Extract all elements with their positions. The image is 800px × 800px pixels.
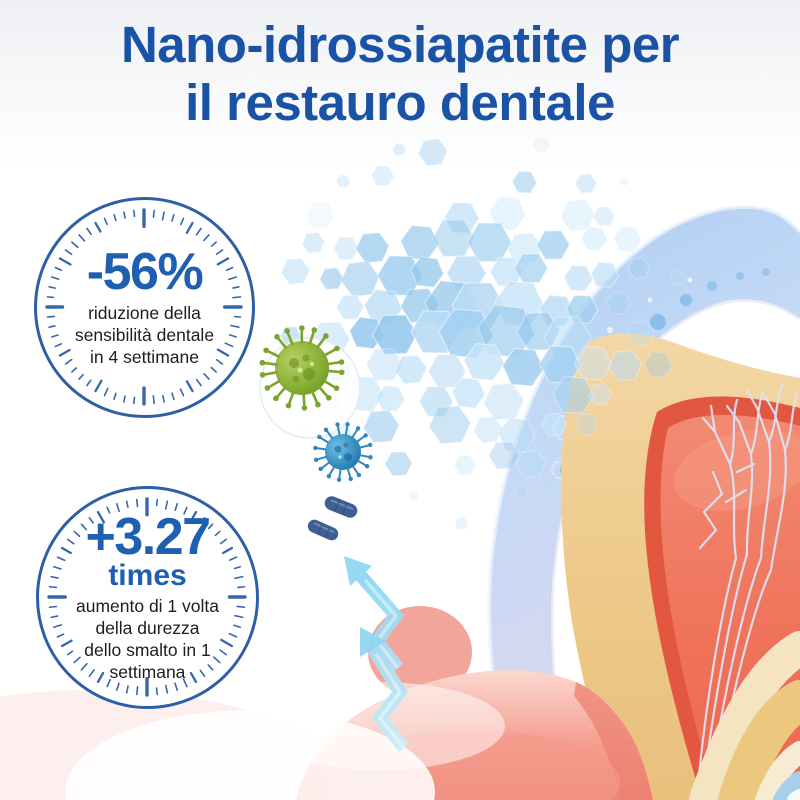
stat-description-line: sensibilità dentale bbox=[74, 325, 215, 346]
zigzag-arrow-icon-upper bbox=[344, 556, 405, 672]
green-bacteria-icon bbox=[259, 325, 361, 439]
stat-description: aumento di 1 volta della durezza dello s… bbox=[76, 596, 219, 684]
clock-dial-icon bbox=[47, 497, 247, 697]
zigzag-arrow-icon-lower bbox=[360, 627, 410, 753]
stat-description-line: riduzione della bbox=[88, 303, 201, 324]
page-title-line1: Nano-idrossiapatite per bbox=[120, 16, 680, 73]
capsule-icon-1 bbox=[324, 496, 358, 518]
stat-value: -56% bbox=[86, 243, 204, 302]
stat-description-line: della durezza bbox=[95, 618, 200, 639]
page-title: Nano-idrossiapatite per il restauro dent… bbox=[0, 16, 800, 132]
stat-description-line: dello smalto in 1 bbox=[84, 640, 211, 660]
stat-value: +3.27 bbox=[85, 508, 211, 567]
stat-description: riduzione della sensibilità dentale in 4… bbox=[75, 303, 214, 369]
capsule-icon-2 bbox=[307, 519, 339, 541]
clock-dial-icon bbox=[45, 208, 243, 406]
blue-virus-icon bbox=[313, 422, 373, 482]
nerve-branches bbox=[695, 382, 799, 798]
page-title-line2: il restauro dentale bbox=[185, 74, 615, 131]
root-canal-rings bbox=[689, 631, 800, 800]
stat-description-line: aumento di 1 volta bbox=[75, 596, 219, 617]
hexagon-pattern bbox=[279, 136, 687, 531]
stat-badge-sensitivity: -56% riduzione della sensibilità dentale… bbox=[34, 197, 255, 418]
stat-badge-hardness: +3.27 times aumento di 1 volta della dur… bbox=[36, 486, 259, 709]
stat-description-line: settimana bbox=[109, 661, 186, 682]
stat-unit: times bbox=[108, 559, 187, 593]
stat-description-line: in 4 settimane bbox=[90, 346, 199, 367]
